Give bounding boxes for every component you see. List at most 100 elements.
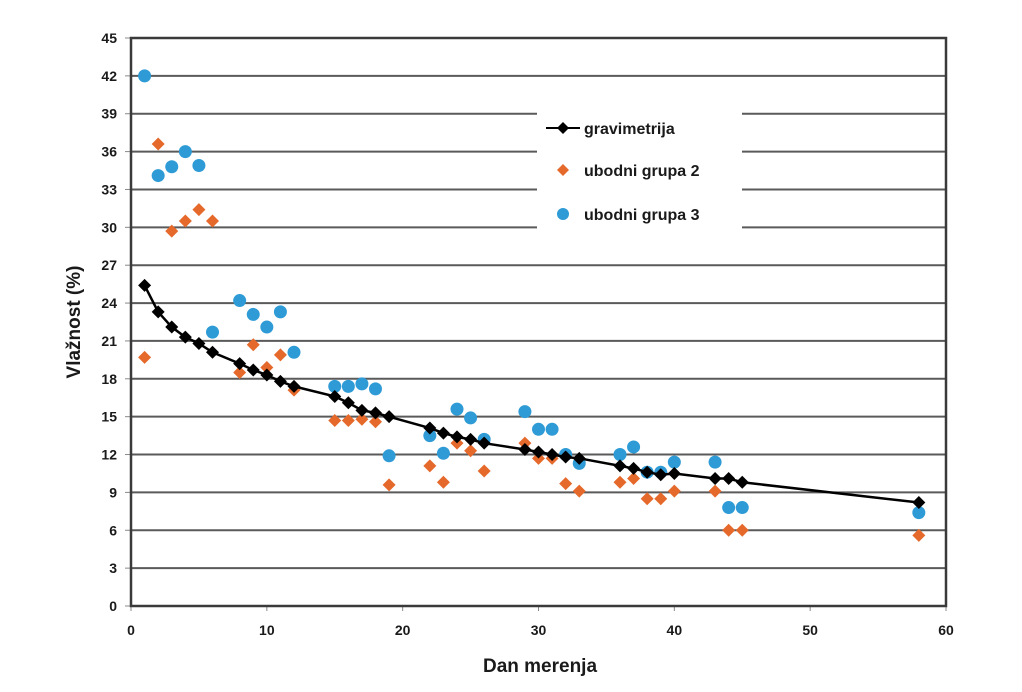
data-point (138, 69, 152, 83)
data-point (206, 214, 219, 228)
x-tick-label: 0 (127, 622, 135, 638)
data-point (151, 169, 165, 183)
data-point (627, 472, 641, 486)
y-tick-label: 12 (101, 447, 117, 463)
series-ubodni-grupa-3 (138, 69, 926, 520)
x-tick-labels: 0 10 20 30 40 50 60 (127, 622, 954, 638)
data-point (355, 377, 369, 391)
y-tick-label: 21 (101, 333, 117, 349)
x-tick-label: 40 (667, 622, 683, 638)
data-point (667, 466, 681, 480)
data-point (206, 325, 219, 339)
y-tick-label: 18 (101, 371, 117, 387)
data-point (436, 446, 450, 460)
data-point (640, 465, 654, 479)
data-point (627, 440, 641, 454)
data-point (233, 357, 247, 371)
data-point (627, 461, 641, 475)
data-point (273, 348, 287, 362)
data-point (518, 442, 532, 456)
data-point (165, 320, 179, 334)
data-point (341, 413, 355, 427)
data-point (341, 396, 355, 410)
legend: gravimetrija ubodni grupa 2 ubodni grupa… (537, 110, 742, 230)
legend-box (537, 110, 742, 230)
data-point (192, 158, 206, 172)
data-point (667, 484, 681, 498)
data-point (450, 402, 464, 416)
data-point (464, 432, 478, 446)
data-point (206, 345, 219, 359)
y-tick-label: 6 (109, 522, 117, 538)
series-layer (138, 69, 926, 542)
data-point (382, 410, 396, 424)
data-point (450, 430, 464, 444)
data-point (233, 294, 247, 308)
data-point (545, 448, 559, 462)
data-point (640, 492, 654, 506)
legend-circle-icon (557, 208, 569, 220)
data-point (477, 464, 491, 478)
legend-item-ubodni-grupa-2: ubodni grupa 2 (557, 163, 700, 180)
data-point (287, 379, 301, 393)
data-point (708, 484, 722, 498)
data-point (722, 523, 736, 537)
legend-item-ubodni-grupa-3: ubodni grupa 3 (557, 207, 700, 224)
y-tick-label: 42 (101, 68, 117, 84)
data-point (708, 455, 722, 469)
data-point (178, 330, 192, 344)
y-axis-title: Vlažnost (%) (64, 266, 85, 379)
data-point (613, 448, 627, 462)
data-point (654, 492, 668, 506)
data-point (545, 422, 559, 436)
data-point (735, 475, 749, 489)
data-point (138, 278, 152, 292)
data-point (572, 484, 586, 498)
y-tick-label: 27 (101, 257, 117, 273)
data-point (477, 436, 491, 450)
series-ubodni-grupa-2 (138, 137, 926, 542)
data-point (912, 528, 926, 542)
data-point (246, 363, 260, 377)
data-point (382, 478, 396, 492)
legend-label: ubodni grupa 2 (584, 163, 700, 180)
data-point (178, 214, 192, 228)
plot-frame (129, 36, 948, 608)
data-point (735, 501, 749, 515)
data-point (708, 472, 722, 486)
x-axis-title: Dan merenja (483, 656, 597, 677)
y-tick-label: 15 (101, 409, 117, 425)
data-point (355, 412, 369, 426)
data-point (532, 445, 545, 459)
x-tick-label: 30 (531, 622, 547, 638)
data-point (178, 145, 192, 159)
data-point (192, 203, 206, 217)
data-point (138, 350, 152, 364)
data-point (423, 421, 437, 435)
data-point (722, 472, 736, 486)
series-gravimetrija (138, 278, 926, 509)
data-point (464, 411, 478, 425)
data-point (165, 160, 179, 174)
data-point (667, 455, 681, 469)
y-tick-label: 24 (101, 295, 117, 311)
data-point (518, 405, 532, 419)
data-point (464, 444, 478, 458)
data-point (532, 422, 545, 436)
data-point (246, 338, 260, 352)
data-point (260, 320, 274, 334)
data-point (369, 415, 382, 429)
data-point (165, 224, 179, 238)
data-point (436, 426, 450, 440)
series-line (143, 284, 919, 504)
data-point (355, 403, 369, 417)
legend-diamond-icon (557, 164, 569, 176)
data-point (260, 368, 274, 382)
data-point (273, 374, 287, 388)
data-point (328, 413, 342, 427)
y-tick-label: 33 (101, 181, 117, 197)
data-point (151, 137, 165, 151)
x-tick-label: 60 (938, 622, 954, 638)
